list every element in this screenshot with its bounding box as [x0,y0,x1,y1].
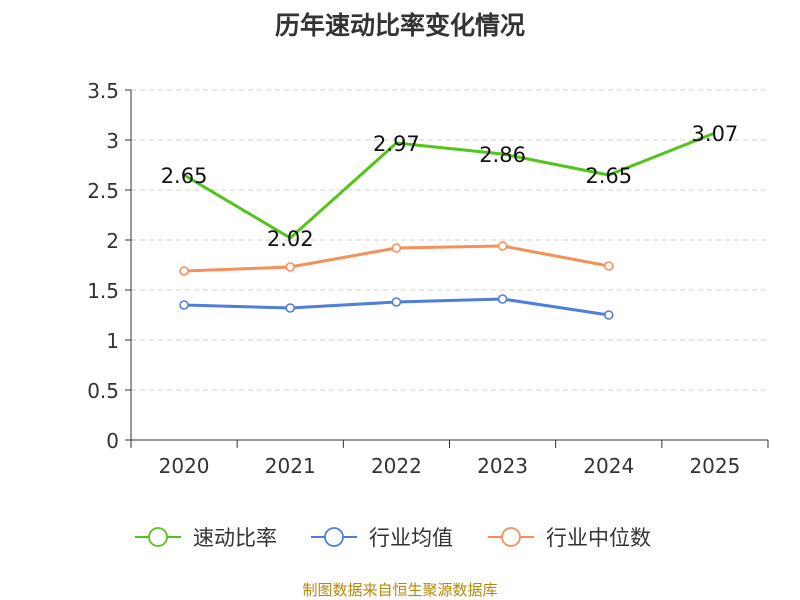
x-tick-label: 2020 [159,454,210,478]
chart-title: 历年速动比率变化情况 [274,11,525,40]
legend-label: 行业均值 [369,526,453,550]
x-tick-label: 2022 [371,454,422,478]
y-tick-label: 3 [106,129,119,153]
legend-marker [148,527,168,547]
y-tick-label: 0.5 [87,379,119,403]
data-label: 2.97 [373,132,420,156]
data-point [497,294,508,304]
data-point [603,261,614,271]
y-tick-label: 1.5 [87,279,119,303]
data-point [285,262,296,272]
legend-label: 行业中位数 [546,526,651,550]
y-tick-label: 2 [106,229,119,253]
legend-marker [501,527,521,547]
x-tick-label: 2021 [265,454,316,478]
data-point [497,241,508,251]
x-tick-label: 2023 [477,454,528,478]
x-tick-label: 2025 [689,454,740,478]
data-label: 3.07 [692,122,739,146]
x-tick-label: 2024 [583,454,634,478]
data-point [285,303,296,313]
data-label: 2.65 [585,164,632,188]
y-tick-label: 1 [106,329,119,353]
legend-marker [324,527,344,547]
data-point [179,266,189,276]
y-tick-label: 0 [106,429,119,453]
y-tick-label: 2.5 [87,179,119,203]
data-label: 2.02 [267,227,314,251]
data-point [391,297,402,307]
legend-label: 速动比率 [193,526,277,550]
y-tick-label: 3.5 [87,79,119,103]
data-label: 2.86 [479,143,526,167]
series-line [183,131,716,240]
source-note: 制图数据来自恒生聚源数据库 [302,581,498,599]
data-point [391,243,402,253]
data-label: 2.65 [161,164,208,188]
data-point [603,310,614,320]
data-point [179,300,189,310]
